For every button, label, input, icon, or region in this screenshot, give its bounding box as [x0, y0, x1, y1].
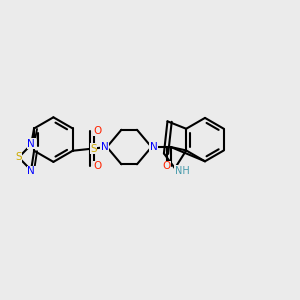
- Text: N: N: [100, 142, 108, 152]
- Text: S: S: [15, 152, 22, 162]
- Text: S: S: [90, 143, 97, 154]
- Text: O: O: [94, 161, 102, 171]
- Text: O: O: [162, 161, 170, 171]
- Text: O: O: [94, 126, 102, 136]
- Text: N: N: [27, 139, 35, 149]
- Text: N: N: [150, 142, 158, 152]
- Text: N: N: [27, 166, 35, 176]
- Text: NH: NH: [175, 166, 190, 176]
